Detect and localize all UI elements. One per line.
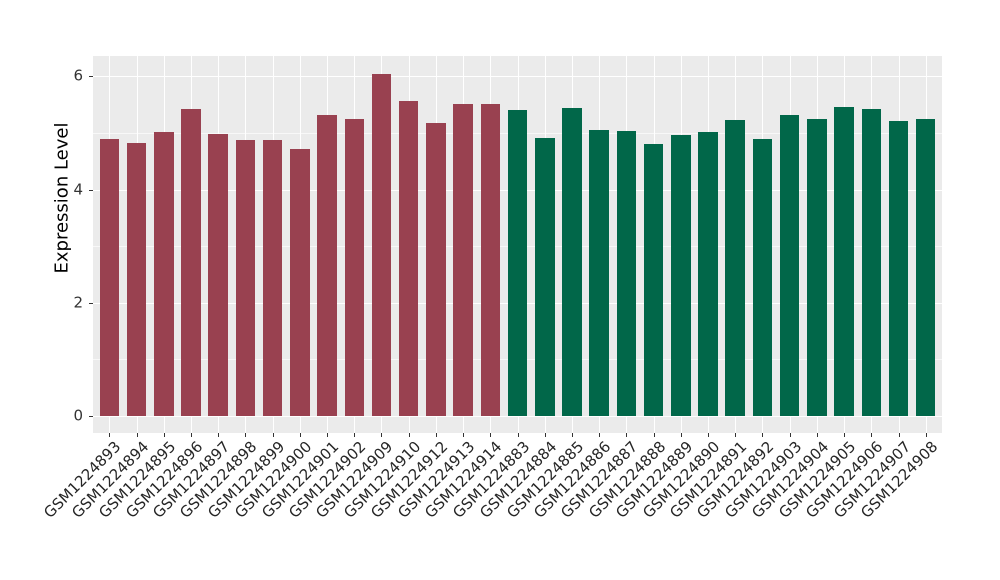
bar-GSM1224894 (126, 142, 147, 416)
bar-GSM1224905 (834, 106, 854, 416)
bar-GSM1224888 (643, 144, 664, 416)
x-tickmark (544, 433, 546, 437)
x-tickmark (299, 433, 301, 437)
x-tickmark (354, 433, 356, 437)
x-tickmark (599, 433, 601, 437)
bar-GSM1224896 (181, 108, 201, 416)
bar-GSM1224904 (807, 118, 827, 416)
bar-GSM1224897 (208, 133, 228, 416)
y-tickmark-6 (89, 76, 93, 78)
y-tick-label-0: 0 (73, 406, 83, 425)
bar-GSM1224890 (698, 132, 718, 416)
bar-GSM1224906 (861, 108, 881, 416)
x-tickmark (626, 433, 628, 437)
y-tickmark-2 (89, 302, 93, 304)
x-tickmark (490, 433, 492, 437)
bar-GSM1224885 (562, 107, 582, 416)
y-tick-label-4: 4 (73, 180, 83, 198)
x-tickmark (571, 433, 573, 437)
bar-GSM1224898 (235, 139, 256, 416)
bar-GSM1224909 (371, 73, 392, 416)
x-tickmark (327, 433, 328, 437)
bar-GSM1224914 (480, 104, 500, 416)
bar-GSM1224891 (725, 119, 745, 416)
y-tickmark-0 (89, 415, 93, 417)
x-tickmark (708, 433, 709, 437)
bar-GSM1224893 (99, 138, 120, 416)
x-tickmark (789, 433, 791, 437)
x-tickmark (517, 433, 519, 437)
bar-GSM1224902 (344, 118, 364, 416)
bar-GSM1224883 (507, 110, 528, 416)
bar-GSM1224900 (290, 148, 310, 416)
bar-GSM1224887 (616, 130, 637, 416)
bar-GSM1224907 (888, 121, 909, 416)
y-tick-label-6: 6 (73, 66, 83, 85)
x-tickmark (245, 433, 247, 437)
x-tickmark (871, 433, 873, 437)
y-axis-title: Expression Level (51, 122, 73, 273)
x-tickmark (680, 433, 682, 437)
bar-GSM1224913 (453, 103, 473, 416)
x-tickmark (653, 433, 655, 437)
x-tickmark (163, 433, 165, 437)
x-tickmark (925, 433, 927, 437)
bar-GSM1224908 (915, 119, 936, 416)
bar-GSM1224895 (154, 132, 174, 416)
x-tickmark (272, 433, 274, 437)
x-tickmark (762, 433, 764, 437)
x-tickmark (844, 433, 845, 437)
x-tickmark (816, 433, 818, 437)
bar-GSM1224910 (398, 100, 419, 416)
x-tickmark (109, 433, 111, 437)
x-tickmark (898, 433, 900, 437)
x-tickmark (435, 433, 437, 437)
x-tickmark (191, 433, 192, 437)
x-tickmark (136, 433, 138, 437)
bar-GSM1224903 (779, 114, 800, 416)
x-tickmark (218, 433, 220, 437)
x-tickmark (408, 433, 410, 437)
y-tick-label-2: 2 (73, 293, 83, 312)
y-tickmark-4 (89, 189, 93, 191)
bar-GSM1224912 (426, 122, 446, 416)
x-tickmark (735, 433, 737, 437)
bar-GSM1224899 (262, 139, 283, 416)
bar-GSM1224884 (535, 138, 555, 416)
x-tickmark (381, 433, 383, 437)
bar-GSM1224901 (317, 115, 337, 416)
bar-GSM1224889 (671, 135, 691, 416)
bar-GSM1224886 (589, 129, 609, 416)
x-tickmark (463, 433, 465, 437)
bar-GSM1224892 (752, 139, 773, 416)
